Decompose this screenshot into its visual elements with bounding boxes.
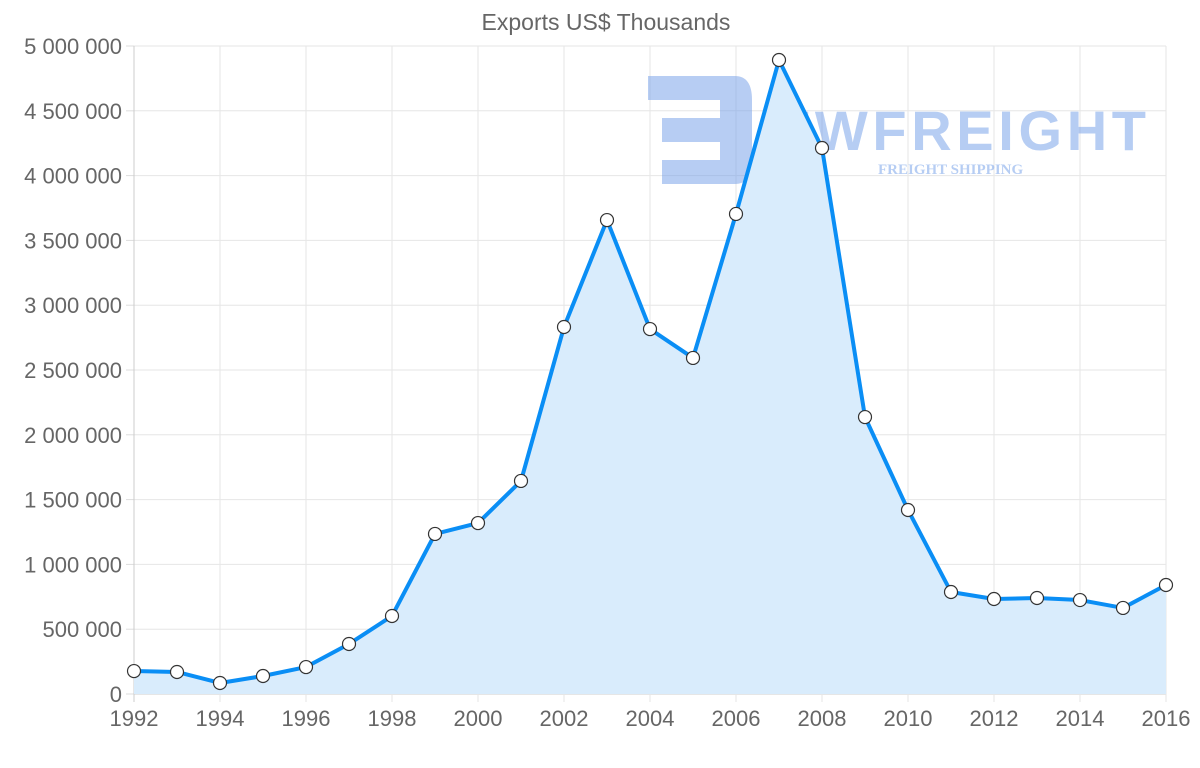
x-tick-label: 2012 bbox=[970, 706, 1019, 731]
data-point bbox=[1029, 590, 1045, 606]
y-tick-label: 4 000 000 bbox=[24, 164, 122, 189]
data-point bbox=[900, 502, 916, 518]
data-point bbox=[728, 206, 744, 222]
x-tick-label: 2008 bbox=[798, 706, 847, 731]
data-point bbox=[857, 409, 873, 425]
x-tick-label: 2000 bbox=[454, 706, 503, 731]
watermark-logo: FWFREIGHT FREIGHT SHIPPING bbox=[648, 76, 1146, 184]
data-point bbox=[255, 668, 271, 684]
data-point bbox=[212, 675, 228, 691]
y-tick-label: 500 000 bbox=[42, 617, 122, 642]
logo-mark-icon bbox=[648, 76, 752, 184]
series-points bbox=[126, 52, 1174, 691]
data-point bbox=[814, 140, 830, 156]
data-point bbox=[599, 212, 615, 228]
chart-title: Exports US$ Thousands bbox=[482, 9, 731, 35]
x-tick-label: 2006 bbox=[712, 706, 761, 731]
watermark-tagline: FREIGHT SHIPPING bbox=[878, 162, 1023, 178]
data-point bbox=[169, 664, 185, 680]
area-fill bbox=[134, 59, 1166, 694]
data-point bbox=[1158, 577, 1174, 593]
y-tick-label: 4 500 000 bbox=[24, 99, 122, 124]
data-point bbox=[642, 321, 658, 337]
data-point bbox=[384, 608, 400, 624]
data-point bbox=[427, 526, 443, 542]
data-point bbox=[513, 473, 529, 489]
y-tick-label: 5 000 000 bbox=[24, 34, 122, 59]
watermark-brand: FWFREIGHT bbox=[776, 99, 1146, 162]
x-tick-label: 1994 bbox=[196, 706, 245, 731]
x-tick-label: 2002 bbox=[540, 706, 589, 731]
data-point bbox=[298, 659, 314, 675]
x-tick-label: 2010 bbox=[884, 706, 933, 731]
y-tick-label: 3 000 000 bbox=[24, 293, 122, 318]
y-tick-label: 3 500 000 bbox=[24, 228, 122, 253]
data-point bbox=[771, 52, 787, 68]
data-point bbox=[341, 636, 357, 652]
data-point bbox=[126, 663, 142, 679]
x-tick-label: 1992 bbox=[110, 706, 159, 731]
data-point bbox=[685, 350, 701, 366]
y-tick-label: 2 000 000 bbox=[24, 423, 122, 448]
x-tick-label: 2014 bbox=[1056, 706, 1105, 731]
data-point bbox=[470, 515, 486, 531]
x-tick-label: 1996 bbox=[282, 706, 331, 731]
x-tick-label: 2004 bbox=[626, 706, 675, 731]
y-tick-label: 1 500 000 bbox=[24, 488, 122, 513]
x-axis: 1992 1994 1996 1998 2000 2002 2004 2006 2008 2010… bbox=[110, 706, 1191, 731]
y-tick-label: 0 bbox=[110, 682, 122, 707]
y-tick-label: 1 000 000 bbox=[24, 552, 122, 577]
x-tick-label: 2016 bbox=[1142, 706, 1191, 731]
data-point bbox=[1115, 600, 1131, 616]
y-tick-label: 2 500 000 bbox=[24, 358, 122, 383]
data-point bbox=[986, 591, 1002, 607]
y-axis: 0 500 000 1 000 000 1 500 000 2 000 000 2 500… bbox=[24, 34, 122, 707]
x-tick-label: 1998 bbox=[368, 706, 417, 731]
data-point bbox=[943, 584, 959, 600]
data-point bbox=[1072, 592, 1088, 608]
data-point bbox=[556, 319, 572, 335]
